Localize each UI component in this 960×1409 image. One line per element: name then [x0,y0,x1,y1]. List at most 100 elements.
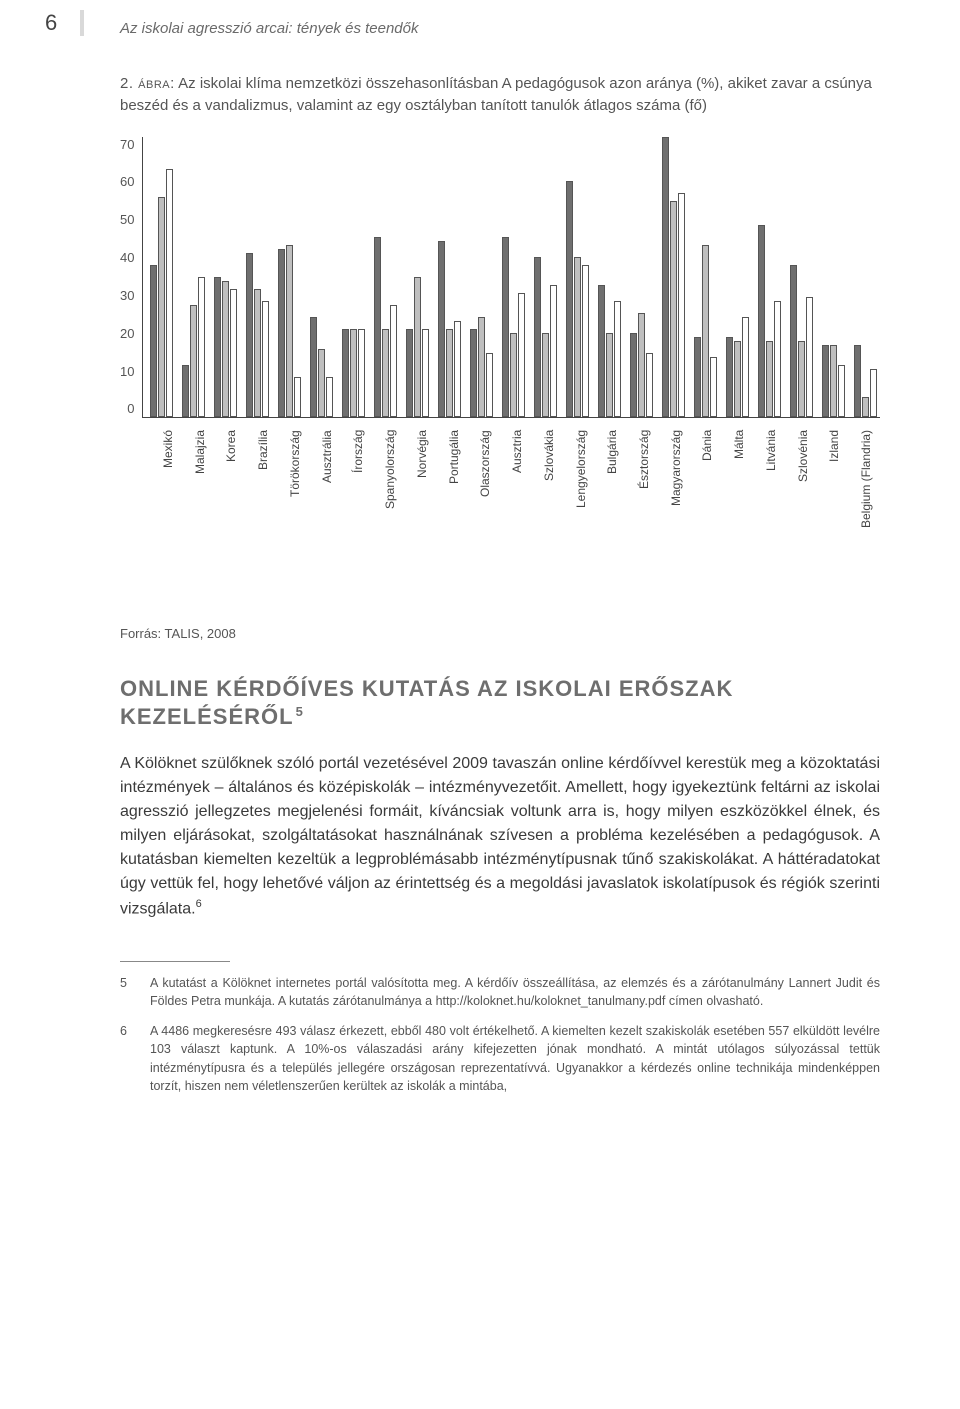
bar [638,313,645,417]
bar [742,317,749,417]
y-tick: 20 [120,326,134,341]
bar [422,329,429,417]
bar-group [244,253,272,417]
bar [726,337,733,417]
bar [502,237,509,417]
bar [542,333,549,417]
figure-source: Forrás: TALIS, 2008 [120,626,880,641]
bar [414,277,421,417]
section-title-text: ONLINE KÉRDŐÍVES KUTATÁS AZ ISKOLAI ERŐS… [120,676,733,730]
x-label: Malajzia [186,430,214,586]
bar [166,169,173,417]
bar [606,333,613,417]
x-label: Spanyolország [376,430,404,586]
bar [278,249,285,417]
y-tick: 70 [120,137,134,152]
x-label: Lengyelország [567,430,595,586]
x-label: Izland [820,430,848,586]
bar-group [596,285,624,417]
bar [734,341,741,417]
bar-group [340,329,368,417]
bar [854,345,861,417]
bar [182,365,189,417]
x-label: Litvánia [757,430,785,586]
bar [758,225,765,417]
bar [358,329,365,417]
bar [222,281,229,417]
bar-group [276,245,304,417]
bar-group [788,265,816,417]
bar [150,265,157,417]
bar [550,285,557,417]
bar [486,353,493,417]
bar [870,369,877,417]
bar [710,357,717,417]
x-label: Olaszország [471,430,499,586]
bar [598,285,605,417]
bar [214,277,221,417]
bar [798,341,805,417]
bar-chart: 706050403020100 [120,137,880,418]
page-number: 6 [45,10,57,36]
bar-group [308,317,336,417]
bar [766,341,773,417]
bar [670,201,677,417]
bar-group [628,313,656,417]
footnote: 6A 4486 megkeresésre 493 válasz érkezett… [120,1022,880,1095]
y-tick: 40 [120,250,134,265]
bar [478,317,485,417]
x-label: Korea [217,430,245,586]
bar [318,349,325,417]
figure-caption-text: Az iskolai klíma nemzetközi összehasonlí… [120,75,872,114]
bar [190,305,197,417]
bar-group [436,241,464,417]
bar [438,241,445,417]
bar-group [532,257,560,417]
bar [614,301,621,417]
bar [198,277,205,417]
section-title: ONLINE KÉRDŐÍVES KUTATÁS AZ ISKOLAI ERŐS… [120,675,880,732]
bar-group [179,277,207,417]
x-label: Ausztria [503,430,531,586]
figure-caption-lead: 2. ábra: [120,75,175,92]
bar [454,321,461,417]
body-ref: 6 [196,898,202,910]
x-label: Málta [725,430,753,586]
bar [790,265,797,417]
x-label: Mexikó [154,430,182,586]
footnote-text: A 4486 megkeresésre 493 válasz érkezett,… [150,1022,880,1095]
body-text: A Kölöknet szülőknek szóló portál vezeté… [120,755,880,917]
bar [246,253,253,417]
bar-group [724,317,752,417]
bar [510,333,517,417]
bar-group [372,237,400,417]
bar [830,345,837,417]
chart-y-axis: 706050403020100 [120,137,142,417]
bar [518,293,525,417]
bar-group [852,345,880,417]
y-tick: 0 [127,401,134,416]
bar [310,317,317,417]
bar [862,397,869,417]
bar [350,329,357,417]
x-label: Törökország [281,430,309,586]
bar [574,257,581,417]
footnote-rule [120,961,230,962]
bar [230,289,237,417]
bar-group [692,245,720,417]
bar [774,301,781,417]
bar-group [564,181,592,417]
bar [158,197,165,417]
bar [534,257,541,417]
bar [286,245,293,417]
x-label: Brazília [249,430,277,586]
figure-caption: 2. ábra: Az iskolai klíma nemzetközi öss… [120,73,880,117]
bar-group [500,237,528,417]
x-label: Belgium (Flandria) [852,430,880,586]
footnote-text: A kutatást a Kölöknet internetes portál … [150,974,880,1010]
header-rule [80,10,84,36]
bar [662,137,669,417]
footnote: 5A kutatást a Kölöknet internetes portál… [120,974,880,1010]
x-label: Portugália [440,430,468,586]
bar [326,377,333,417]
